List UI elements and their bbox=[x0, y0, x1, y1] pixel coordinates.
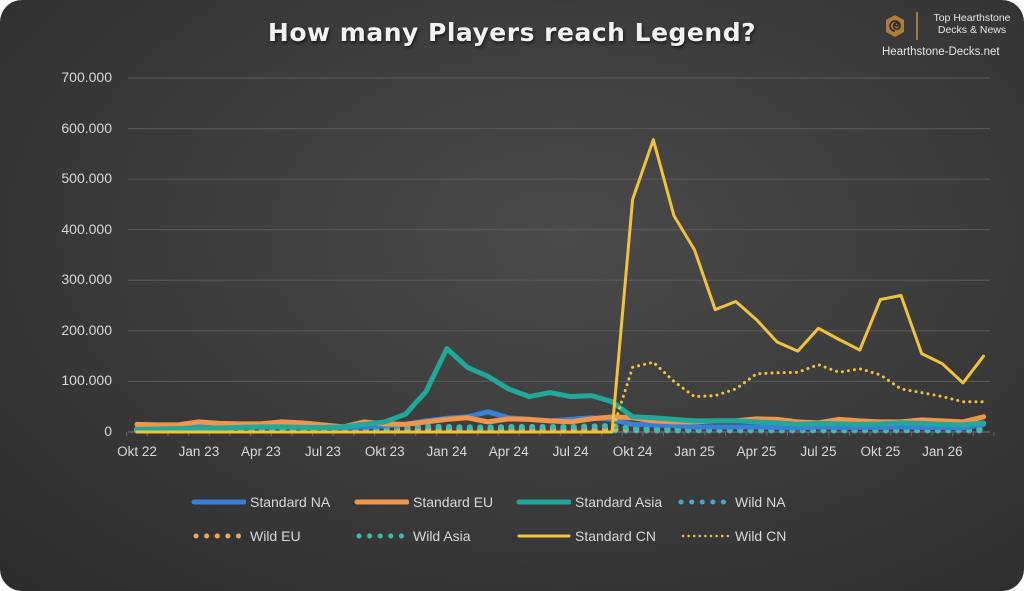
x-tick-label: Jan 24 bbox=[426, 444, 468, 459]
brand-tagline: Top Hearthstone Decks & News bbox=[922, 12, 1022, 36]
legend-item-wild-na[interactable]: Wild NA bbox=[675, 493, 786, 511]
y-tick-label: 0 bbox=[104, 423, 112, 439]
x-tick-label: Jan 25 bbox=[674, 444, 715, 459]
brand-tagline-line2: Decks & News bbox=[937, 24, 1007, 36]
legend-item-wild-asia[interactable]: Wild Asia bbox=[353, 527, 471, 545]
legend-label: Standard CN bbox=[575, 528, 656, 544]
brand-separator bbox=[916, 12, 918, 40]
series-line-standard-asia bbox=[134, 346, 987, 432]
x-tick-label: Apr 25 bbox=[736, 444, 777, 459]
legend-swatch-icon bbox=[354, 499, 409, 505]
legend-item-wild-eu[interactable]: Wild EU bbox=[190, 527, 301, 545]
x-tick-label: Jul 23 bbox=[304, 444, 341, 459]
y-tick-label: 100.000 bbox=[61, 372, 112, 389]
x-tick-label: Jul 24 bbox=[552, 444, 589, 459]
legend-label: Standard EU bbox=[413, 494, 494, 510]
legend-label: Wild Asia bbox=[413, 528, 471, 544]
x-tick-label: Jan 23 bbox=[178, 444, 220, 459]
brand-badge[interactable]: Top Hearthstone Decks & News Hearthstone… bbox=[880, 6, 1024, 66]
chart-title: How many Players reach Legend? bbox=[267, 18, 757, 47]
x-tick-label: Jul 25 bbox=[800, 444, 837, 459]
legend-label: Standard NA bbox=[250, 494, 331, 510]
series-line-standard-eu bbox=[134, 414, 987, 430]
legend-swatch-icon bbox=[516, 499, 571, 505]
y-tick-label: 700.000 bbox=[61, 69, 112, 85]
x-tick-label: Apr 24 bbox=[488, 444, 529, 459]
y-tick-label: 600.000 bbox=[61, 119, 112, 136]
legend-swatch-icon bbox=[191, 499, 246, 505]
legend-item-standard-eu[interactable]: Standard EU bbox=[353, 493, 493, 511]
legend-swatch-icon bbox=[517, 534, 571, 538]
legend-swatch-icon bbox=[193, 533, 243, 539]
legend-swatch-icon bbox=[678, 499, 728, 505]
x-tick-label: Apr 23 bbox=[241, 444, 281, 459]
legend-item-wild-cn[interactable]: Wild CN bbox=[675, 527, 786, 545]
x-tick-label: Okt 25 bbox=[860, 444, 901, 459]
x-tick-label: Okt 23 bbox=[364, 444, 405, 459]
brand-site-link[interactable]: Hearthstone-Decks.net bbox=[882, 46, 1000, 58]
legend-label: Wild CN bbox=[735, 528, 787, 544]
legend-item-standard-na[interactable]: Standard NA bbox=[190, 493, 330, 511]
hearthstone-swirl-icon bbox=[886, 15, 904, 37]
legend-swatch-icon bbox=[681, 534, 731, 538]
legend-item-standard-cn[interactable]: Standard CN bbox=[515, 527, 656, 545]
legend-label: Wild NA bbox=[735, 494, 786, 510]
x-tick-label: Okt 22 bbox=[117, 444, 157, 459]
y-tick-label: 200.000 bbox=[61, 321, 112, 338]
legend-item-standard-asia[interactable]: Standard Asia bbox=[515, 493, 662, 511]
x-tick-label: Jan 26 bbox=[922, 444, 963, 459]
y-tick-label: 300.000 bbox=[61, 271, 112, 288]
y-tick-label: 500.000 bbox=[61, 170, 112, 187]
legend-label: Standard Asia bbox=[575, 494, 663, 510]
x-tick-label: Okt 24 bbox=[612, 444, 653, 459]
brand-tagline-line1: Top Hearthstone bbox=[933, 12, 1011, 24]
y-tick-label: 400.000 bbox=[61, 220, 112, 237]
series-line-standard-cn bbox=[135, 138, 986, 434]
legend-label: Wild EU bbox=[250, 528, 301, 544]
legend-swatch-icon bbox=[356, 533, 406, 539]
